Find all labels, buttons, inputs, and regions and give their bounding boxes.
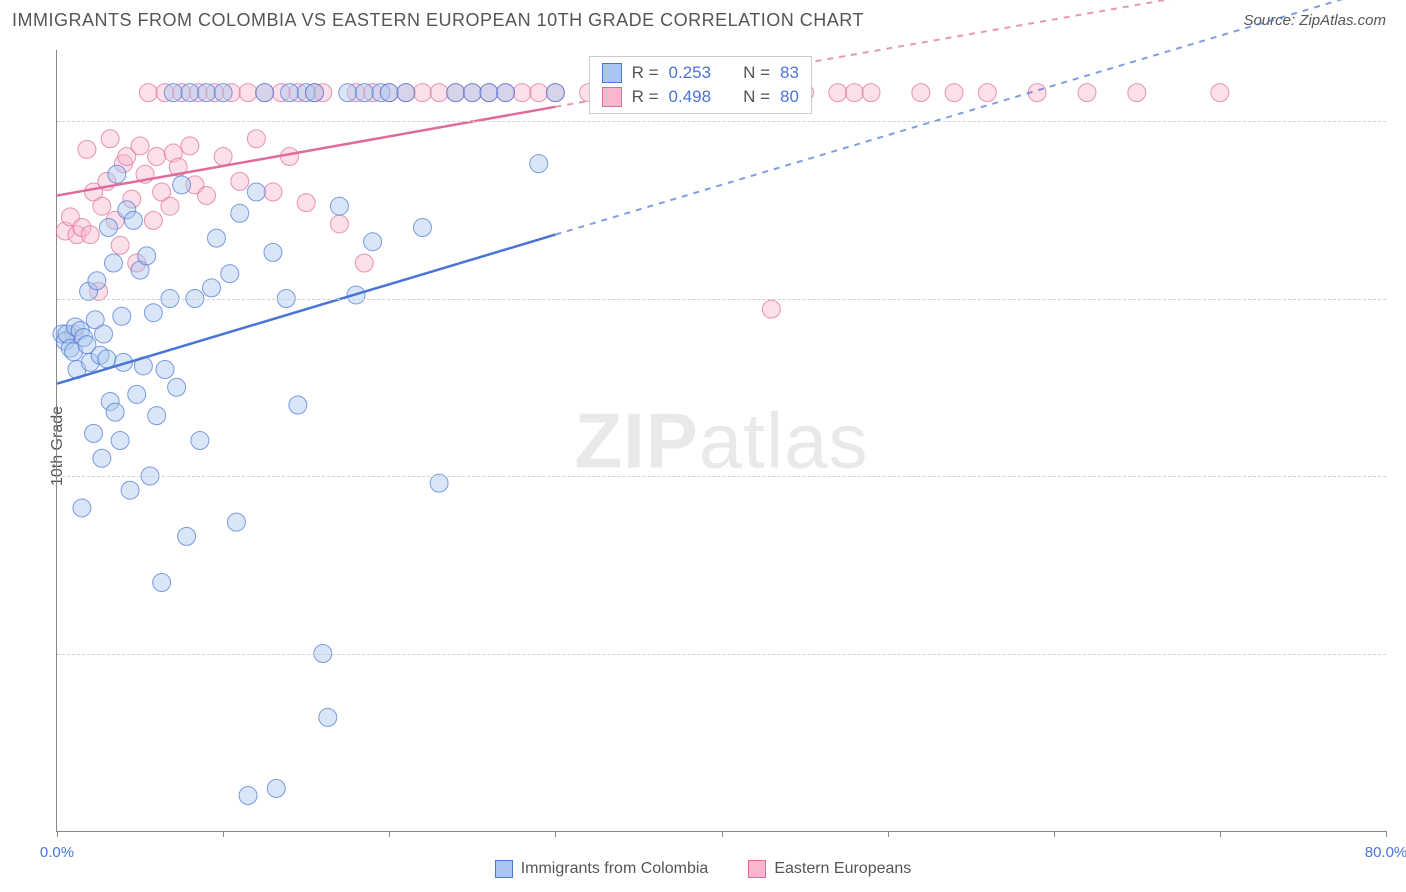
stats-n-label: N =: [743, 63, 770, 83]
plot-canvas: ZIPatlas R = 0.253 N = 83 R = 0.498 N = …: [56, 50, 1386, 832]
legend-swatch-2-icon: [748, 860, 766, 878]
chart-title: IMMIGRANTS FROM COLOMBIA VS EASTERN EURO…: [12, 10, 864, 31]
ytick-label: 90.0%: [1396, 468, 1406, 485]
ytick-label: 95.0%: [1396, 290, 1406, 307]
legend-item-1: Immigrants from Colombia: [495, 860, 709, 878]
stats-r-label: R =: [632, 87, 659, 107]
stats-n-value-2: 80: [780, 87, 799, 107]
chart-header: IMMIGRANTS FROM COLOMBIA VS EASTERN EURO…: [0, 0, 1406, 37]
stats-row-1: R = 0.253 N = 83: [602, 61, 799, 85]
legend-label-1: Immigrants from Colombia: [521, 860, 709, 878]
chart-source: Source: ZipAtlas.com: [1243, 12, 1386, 29]
stats-row-2: R = 0.498 N = 80: [602, 85, 799, 109]
xtick-label: 0.0%: [40, 844, 74, 861]
stats-r-label: R =: [632, 63, 659, 83]
ytick-label: 85.0%: [1396, 645, 1406, 662]
legend-label-2: Eastern Europeans: [774, 860, 911, 878]
gridline: [57, 121, 1386, 122]
legend-item-2: Eastern Europeans: [748, 860, 911, 878]
legend-swatch-1-icon: [495, 860, 513, 878]
chart-svg: [57, 50, 1386, 831]
stats-n-label: N =: [743, 87, 770, 107]
plot-area: ZIPatlas R = 0.253 N = 83 R = 0.498 N = …: [56, 50, 1386, 832]
series1-swatch-icon: [602, 63, 622, 83]
gridline: [57, 299, 1386, 300]
gridline: [57, 654, 1386, 655]
xtick-label: 80.0%: [1365, 844, 1406, 861]
ytick-label: 100.0%: [1396, 113, 1406, 130]
stats-r-value-2: 0.498: [669, 87, 712, 107]
stats-n-value-1: 83: [780, 63, 799, 83]
stats-r-value-1: 0.253: [669, 63, 712, 83]
bottom-legend: Immigrants from Colombia Eastern Europea…: [0, 860, 1406, 878]
gridline: [57, 476, 1386, 477]
stats-legend-box: R = 0.253 N = 83 R = 0.498 N = 80: [589, 56, 812, 114]
series2-swatch-icon: [602, 87, 622, 107]
